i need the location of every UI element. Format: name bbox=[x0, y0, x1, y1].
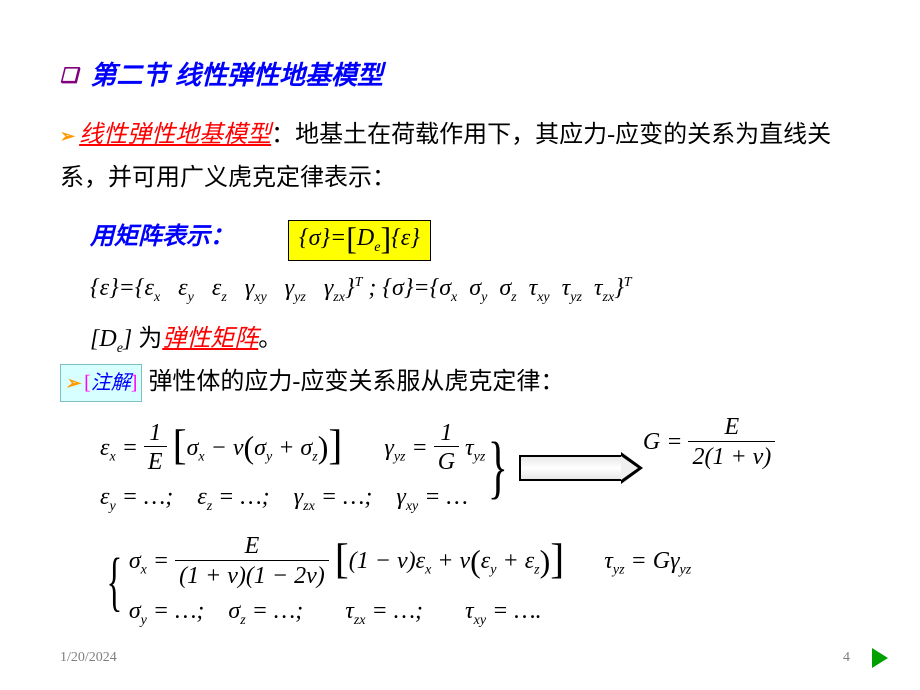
note-badge: ➢[注解] bbox=[60, 364, 142, 402]
footer-date: 1/20/2024 bbox=[60, 650, 117, 666]
left-brace-icon: { bbox=[106, 555, 122, 608]
square-bullet-icon: ❑ bbox=[60, 63, 78, 88]
arrow-icon bbox=[519, 455, 621, 481]
page-number: 4 bbox=[843, 650, 850, 666]
triangle-bullet-icon: ➢ bbox=[60, 126, 75, 146]
matrix-row: 用矩阵表示： {σ}=[De]{ε} bbox=[60, 210, 870, 261]
model-name: 线性弹性地基模型 bbox=[79, 122, 271, 148]
de-matrix-note: [De] 为弹性矩阵。 bbox=[90, 318, 870, 357]
vector-definitions: {ε}={εx εy εz γxy γyz γzx}T ; {σ}={σx σy… bbox=[90, 275, 870, 306]
sigma-remaining: σy = …; σz = …; τzx = …; τxy = …. bbox=[129, 598, 691, 629]
arrow-head-icon bbox=[621, 452, 643, 484]
eps-remaining: εy = …; εz = …; γzx = …; γxy = … bbox=[100, 484, 485, 515]
hooke-equations: εx = 1E [σx − ν(σy + σz)] γyz = 1G τyz ε… bbox=[60, 414, 870, 635]
note-text: 弹性体的应力-应变关系服从虎克定律： bbox=[148, 369, 564, 395]
title-text: 第二节 线性弹性地基模型 bbox=[90, 61, 383, 90]
right-brace-icon: } bbox=[488, 440, 508, 496]
note-line: ➢[注解] 弹性体的应力-应变关系服从虎克定律： bbox=[60, 361, 870, 404]
matrix-label: 用矩阵表示： bbox=[90, 216, 234, 251]
next-nav-icon[interactable] bbox=[872, 648, 888, 668]
matrix-equation: {σ}=[De]{ε} bbox=[288, 220, 431, 261]
section-title: ❑ 第二节 线性弹性地基模型 bbox=[60, 55, 870, 92]
intro-paragraph: ➢线性弹性地基模型：地基土在荷载作用下，其应力-应变的关系为直线关系，并可用广义… bbox=[60, 114, 870, 200]
